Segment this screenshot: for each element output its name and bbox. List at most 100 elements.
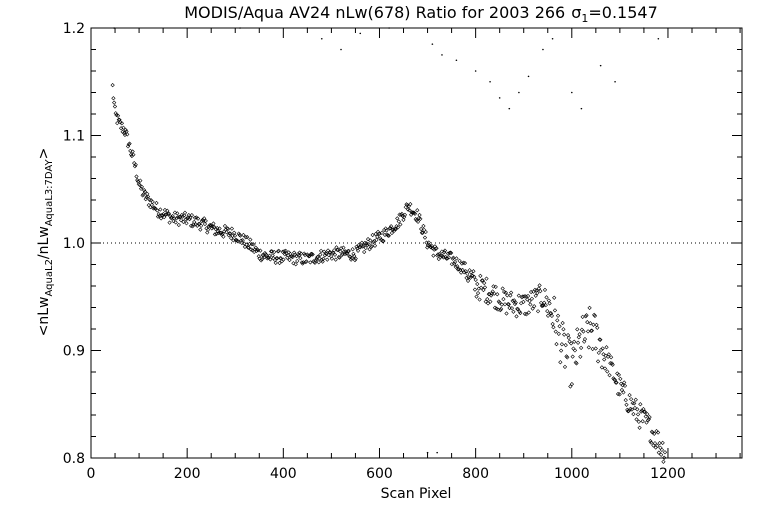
outlier-point <box>580 107 583 110</box>
data-point <box>332 252 338 257</box>
outlier-point <box>570 91 573 94</box>
data-point <box>184 221 189 226</box>
data-point <box>589 328 595 333</box>
outlier-point <box>436 451 438 454</box>
data-point <box>599 365 605 370</box>
x-tick-label: 400 <box>270 466 297 482</box>
data-point <box>645 411 650 417</box>
data-point <box>222 223 228 229</box>
data-point <box>579 345 584 351</box>
data-point <box>405 207 411 212</box>
data-point <box>228 236 234 241</box>
data-point <box>355 248 361 253</box>
data-point <box>247 241 252 247</box>
data-point <box>556 331 561 336</box>
data-point <box>379 230 385 236</box>
data-point <box>162 215 167 220</box>
data-point <box>408 201 413 207</box>
data-point <box>170 213 175 219</box>
data-point <box>375 234 380 240</box>
data-point <box>662 455 667 460</box>
data-point <box>198 227 203 232</box>
data-point <box>302 251 307 256</box>
data-point <box>245 245 251 250</box>
x-axis: 0 200 400 600 800 1000 1200 <box>87 28 741 482</box>
data-point <box>202 221 208 227</box>
data-point <box>457 258 462 263</box>
data-point <box>508 290 514 295</box>
data-point <box>555 313 561 318</box>
data-point <box>465 278 471 283</box>
data-point <box>368 238 373 243</box>
data-point <box>559 348 564 353</box>
data-point <box>335 247 341 253</box>
data-point <box>416 216 421 221</box>
data-point <box>458 270 464 275</box>
data-point <box>592 313 598 319</box>
data-point <box>622 383 628 388</box>
data-point <box>465 271 470 276</box>
data-point <box>472 274 477 279</box>
data-point <box>238 233 243 238</box>
data-point <box>615 371 620 376</box>
data-point <box>475 281 480 287</box>
data-point <box>483 299 488 304</box>
data-point <box>569 382 575 387</box>
data-point <box>350 247 355 252</box>
data-point <box>232 230 237 235</box>
outlier-point <box>551 37 554 40</box>
data-point <box>174 216 179 221</box>
y-tick-label: 1.2 <box>63 21 85 37</box>
data-point <box>119 121 124 126</box>
data-point <box>648 438 653 444</box>
data-point <box>452 261 457 266</box>
data-point <box>298 256 303 261</box>
data-point <box>459 261 465 266</box>
data-point <box>656 450 661 455</box>
data-point <box>618 376 623 381</box>
data-point <box>526 310 531 315</box>
data-point <box>322 253 328 258</box>
data-point <box>610 362 615 367</box>
data-point <box>634 417 639 422</box>
outlier-point <box>441 54 443 56</box>
data-point <box>115 113 121 118</box>
data-point <box>142 188 147 193</box>
data-point <box>310 252 315 257</box>
data-point <box>528 302 533 307</box>
data-point <box>372 243 378 248</box>
data-point <box>446 255 451 260</box>
data-point <box>495 292 500 297</box>
data-point <box>402 212 408 218</box>
data-point <box>254 248 259 254</box>
data-point <box>414 218 419 223</box>
data-point <box>470 273 475 279</box>
data-point <box>585 319 590 325</box>
data-point <box>135 177 140 183</box>
data-point <box>657 440 662 446</box>
data-point <box>627 392 632 398</box>
data-point <box>600 346 605 351</box>
data-point <box>503 290 508 295</box>
outlier-point <box>359 32 362 35</box>
data-point <box>501 297 506 302</box>
x-axis-title: Scan Pixel <box>381 486 452 502</box>
data-point <box>293 262 298 267</box>
data-point <box>545 313 551 318</box>
data-point <box>346 248 351 254</box>
data-point <box>180 214 185 219</box>
data-point <box>423 229 428 235</box>
data-point <box>552 308 558 313</box>
outlier-point <box>431 43 434 45</box>
data-point <box>276 248 281 253</box>
data-point <box>138 186 144 191</box>
data-point <box>445 256 450 261</box>
x-tick-label: 800 <box>462 466 489 482</box>
data-point <box>229 226 234 231</box>
data-point <box>619 387 625 393</box>
data-point <box>535 290 540 296</box>
data-point <box>533 293 538 298</box>
data-point <box>277 260 282 266</box>
chart-title-sigma-sub: 1 <box>581 12 588 25</box>
data-point <box>383 226 388 231</box>
